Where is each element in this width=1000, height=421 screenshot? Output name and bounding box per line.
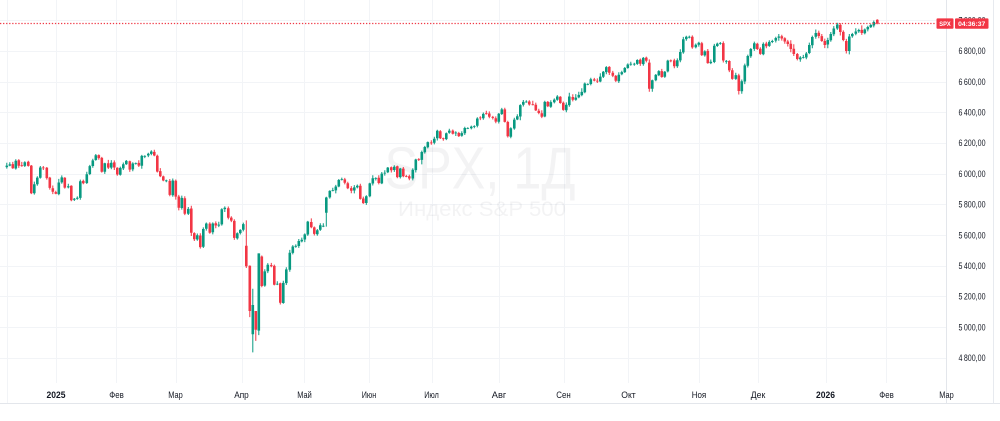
svg-text:Фев: Фев — [879, 390, 894, 400]
svg-text:6 400,00: 6 400,00 — [959, 108, 986, 118]
svg-text:Апр: Апр — [234, 390, 249, 400]
svg-text:5 600,00: 5 600,00 — [959, 230, 986, 240]
svg-text:Ноя: Ноя — [692, 390, 707, 400]
svg-text:Мар: Мар — [168, 390, 183, 400]
svg-text:4 800,00: 4 800,00 — [959, 353, 986, 363]
svg-text:Фев: Фев — [109, 390, 124, 400]
svg-text:Сен: Сен — [556, 390, 571, 400]
svg-text:04:36:37: 04:36:37 — [958, 21, 986, 28]
svg-text:Индекс S&P 500: Индекс S&P 500 — [398, 197, 566, 221]
svg-text:Дек: Дек — [751, 390, 766, 400]
svg-text:Июл: Июл — [424, 390, 439, 400]
svg-text:Авг: Авг — [492, 390, 507, 400]
svg-text:2025: 2025 — [47, 390, 66, 400]
svg-text:Май: Май — [297, 390, 312, 400]
svg-text:SPX: SPX — [939, 21, 951, 28]
svg-text:2026: 2026 — [816, 390, 835, 400]
svg-text:5 200,00: 5 200,00 — [959, 292, 986, 302]
svg-text:6 800,00: 6 800,00 — [959, 46, 986, 56]
svg-text:5 800,00: 5 800,00 — [959, 200, 986, 210]
svg-text:Июн: Июн — [362, 390, 377, 400]
svg-text:Мар: Мар — [939, 390, 954, 400]
svg-text:6 000,00: 6 000,00 — [959, 169, 986, 179]
svg-text:Окт: Окт — [621, 390, 636, 400]
svg-text:6 600,00: 6 600,00 — [959, 77, 986, 87]
svg-text:6 200,00: 6 200,00 — [959, 138, 986, 148]
svg-text:5 000,00: 5 000,00 — [959, 322, 986, 332]
svg-text:5 400,00: 5 400,00 — [959, 261, 986, 271]
